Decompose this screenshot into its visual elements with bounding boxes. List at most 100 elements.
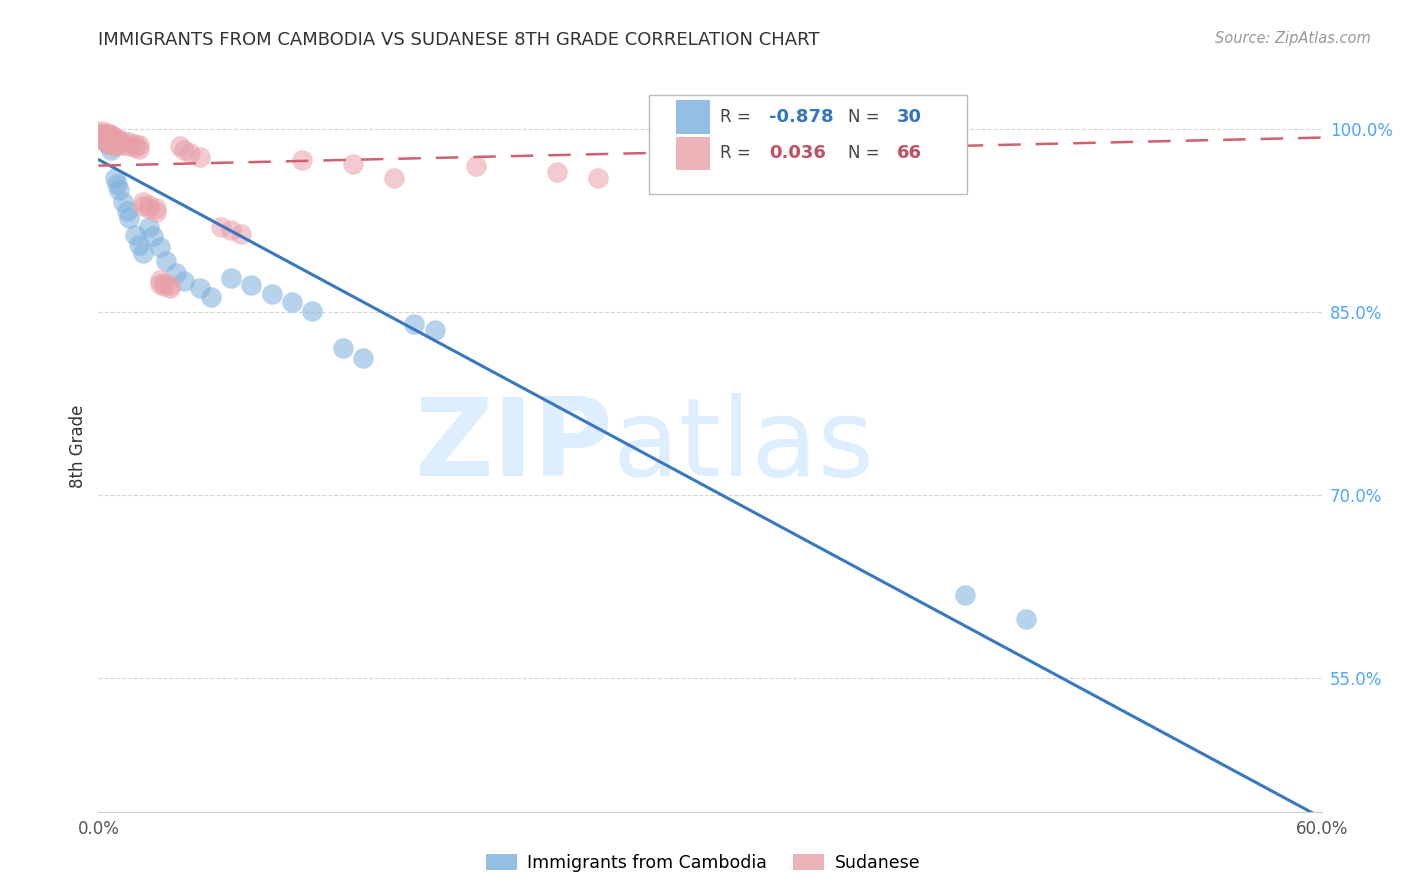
FancyBboxPatch shape [650,95,967,194]
Point [291,153,314,167]
Point [96,126,118,140]
Point [281,295,304,310]
Point [128,238,150,252]
Point [159,278,181,293]
Point [104,134,127,148]
Y-axis label: 8th Grade: 8th Grade [69,404,87,488]
Text: ZIP: ZIP [413,393,612,499]
Point [586,170,609,185]
Point [111,134,134,148]
Point [97,136,120,151]
Point [118,211,141,225]
Point [138,197,160,211]
Point [96,133,118,147]
Point [332,342,354,356]
Point [105,136,128,150]
Legend: Immigrants from Cambodia, Sudanese: Immigrants from Cambodia, Sudanese [478,847,928,879]
Point [89,128,111,143]
Point [111,195,134,210]
Point [105,177,128,191]
Point [231,227,253,241]
Point [115,203,138,218]
Point [953,588,976,602]
Point [101,129,124,144]
Text: N =: N = [848,108,880,126]
Point [105,132,128,146]
Point [93,127,115,141]
Point [342,157,364,171]
Point [260,286,283,301]
Point [96,136,118,151]
Point [1015,612,1038,626]
Point [93,130,115,145]
Point [546,165,568,179]
Point [169,139,191,153]
Point [132,195,155,210]
Point [165,266,187,280]
Point [301,303,323,318]
Point [200,290,222,304]
Point [152,279,174,293]
Point [104,170,127,185]
Text: R =: R = [720,145,751,162]
Text: Source: ZipAtlas.com: Source: ZipAtlas.com [1215,31,1371,46]
Point [91,124,114,138]
Point [93,130,115,145]
Point [709,153,731,168]
Point [124,140,146,154]
Point [101,133,124,147]
Point [352,351,374,366]
Text: atlas: atlas [612,393,875,499]
Point [188,150,212,164]
Text: 30: 30 [897,108,922,126]
Text: R =: R = [720,108,751,126]
Point [668,159,690,173]
Point [149,273,172,287]
Point [159,280,181,294]
Point [96,129,118,144]
Point [132,246,155,260]
Point [173,143,195,157]
Text: IMMIGRANTS FROM CAMBODIA VS SUDANESE 8TH GRADE CORRELATION CHART: IMMIGRANTS FROM CAMBODIA VS SUDANESE 8TH… [98,31,820,49]
Text: 66: 66 [897,145,922,162]
Point [152,276,174,290]
Point [179,146,201,161]
Point [118,139,141,153]
Point [423,323,446,337]
Point [104,139,127,153]
Point [97,130,120,145]
Point [111,137,134,152]
Point [100,132,122,146]
Point [219,223,242,237]
Point [100,128,122,143]
Point [209,219,232,234]
Point [100,136,122,151]
Point [173,275,195,289]
Point [108,133,131,147]
Point [149,277,172,291]
Text: N =: N = [848,145,880,162]
Point [188,280,212,294]
Point [404,317,426,331]
Point [132,199,155,213]
Point [155,253,177,268]
Point [108,136,131,151]
Point [101,137,124,152]
Point [145,202,167,216]
Text: -0.878: -0.878 [769,108,834,126]
Point [89,130,111,145]
Point [124,136,146,151]
Point [100,143,122,157]
FancyBboxPatch shape [676,136,710,170]
Point [240,278,263,293]
Point [91,132,114,146]
Point [93,134,115,148]
Point [382,170,405,185]
Point [138,219,160,234]
Point [108,183,131,197]
Point [219,270,242,285]
Point [790,156,813,170]
Point [145,205,167,219]
Point [138,202,160,216]
Point [91,128,114,143]
